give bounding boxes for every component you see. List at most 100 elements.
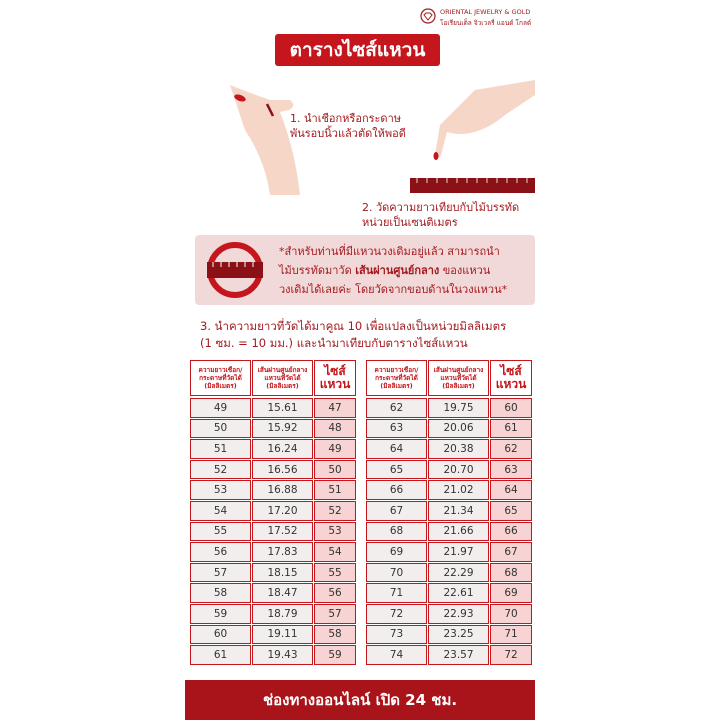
table-cell: 58 [190, 583, 251, 603]
table-cell: 68 [490, 562, 532, 583]
note-line: *สำหรับท่านที่มีแหวนวงเดิมอยู่แล้ว สามาร… [279, 245, 500, 258]
table-cell: 50 [314, 459, 356, 480]
table-cell: 69 [366, 542, 427, 562]
table-cell: 55 [190, 521, 251, 542]
note-text: *สำหรับท่านที่มีแหวนวงเดิมอยู่แล้ว สามาร… [279, 242, 507, 299]
table-cell: 18.79 [252, 604, 313, 624]
table-cell: 16.56 [252, 459, 313, 480]
header-text: แหวน [495, 377, 527, 391]
table-cell: 68 [366, 521, 427, 542]
note-part: ของแหวน [442, 264, 491, 277]
logo-icon [420, 8, 436, 24]
table-cell: 71 [490, 624, 532, 645]
step-text: (1 ซม. = 10 มม.) และนำมาเทียบกับตารางไซส… [200, 336, 468, 350]
header-cell: ไซส์ แหวน [314, 360, 356, 396]
table-cell: 23.57 [428, 645, 489, 665]
table-cell: 65 [366, 459, 427, 480]
table-cell: 48 [314, 418, 356, 439]
table-cell: 66 [366, 480, 427, 500]
table-cell: 60 [190, 624, 251, 645]
table-cell: 22.61 [428, 583, 489, 603]
table-cell: 16.24 [252, 439, 313, 459]
logo-brand-thai: โอเรียนเต็ล จิวเวลรี่ แอนด์ โกลด์ [440, 19, 532, 27]
table-cell: 69 [490, 583, 532, 603]
table-cell: 66 [490, 521, 532, 542]
step3: 3. นำความยาวที่วัดได้มาคูณ 10 เพื่อแปลงเ… [200, 318, 506, 352]
table-cell: 61 [490, 418, 532, 439]
table-cell: 23.25 [428, 624, 489, 645]
table-cell: 72 [366, 604, 427, 624]
step-text: หน่วยเป็นเซนติเมตร [362, 216, 458, 229]
note-line: ไม้บรรทัดมาวัด เส้นผ่านศูนย์กลาง ของแหวน [279, 261, 507, 280]
table-cell: 21.66 [428, 521, 489, 542]
table-cell: 56 [314, 583, 356, 603]
note-part: ไม้บรรทัดมาวัด [279, 264, 352, 277]
table-cell: 52 [190, 459, 251, 480]
table-cell: 20.38 [428, 439, 489, 459]
note-box: *สำหรับท่านที่มีแหวนวงเดิมอยู่แล้ว สามาร… [195, 235, 535, 305]
header-text: กระดาษที่วัดได้ [199, 374, 242, 382]
table-cell: 16.88 [252, 480, 313, 500]
table-cell: 57 [314, 604, 356, 624]
header-text: ไซส์ [324, 364, 346, 378]
header-cell: ความยาวเชือก/กระดาษที่วัดได้ (มิลลิเมตร) [190, 360, 251, 396]
header-text: กระดาษที่วัดได้ [375, 374, 418, 382]
table-cell: 59 [190, 604, 251, 624]
header-text: เส้นผ่านศูนย์กลาง [433, 366, 484, 374]
table-cell: 17.52 [252, 521, 313, 542]
table-cell: 49 [190, 398, 251, 418]
table-cell: 50 [190, 418, 251, 439]
step-text: 3. นำความยาวที่วัดได้มาคูณ 10 เพื่อแปลงเ… [200, 319, 507, 333]
table-cell: 54 [190, 501, 251, 521]
table-cell: 19.43 [252, 645, 313, 665]
logo-brand: ORIENTAL JEWELRY & GOLD [440, 8, 531, 16]
header-cell: ความยาวเชือก/กระดาษที่วัดได้ (มิลลิเมตร) [366, 360, 427, 396]
header-cell: เส้นผ่านศูนย์กลาง แหวนที่วัดได้ (มิลลิเมตร… [252, 360, 313, 396]
header-text: (มิลลิเมตร) [380, 382, 413, 390]
table-cell: 67 [490, 542, 532, 562]
header-cell: เส้นผ่านศูนย์กลาง แหวนที่วัดได้ (มิลลิเมตร… [428, 360, 489, 396]
table-cell: 63 [490, 459, 532, 480]
table-cell: 18.47 [252, 583, 313, 603]
table-cell: 72 [490, 645, 532, 665]
header-text: แหวนที่วัดได้ [440, 374, 477, 382]
table-cell: 52 [314, 501, 356, 521]
header-text: (มิลลิเมตร) [266, 382, 299, 390]
header-text: แหวน [319, 377, 351, 391]
step2: 2. วัดความยาวเทียบกับไม้บรรทัดหน่วยเป็นเ… [362, 200, 519, 230]
table-cell: 53 [314, 521, 356, 542]
table-cell: 51 [314, 480, 356, 500]
table-cell: 21.02 [428, 480, 489, 500]
header-text: ไซส์ [500, 364, 522, 378]
table-cell: 71 [366, 583, 427, 603]
table-cell: 54 [314, 542, 356, 562]
note-line: วงเดิมได้เลยค่ะ โดยวัดจากขอบด้านในวงแหวน… [279, 283, 508, 296]
table-cell: 47 [314, 398, 356, 418]
header-text: แหวนที่วัดได้ [264, 374, 301, 382]
table-cell: 18.15 [252, 562, 313, 583]
table-cell: 62 [366, 398, 427, 418]
table-cell: 61 [190, 645, 251, 665]
step-text: 2. วัดความยาวเทียบกับไม้บรรทัด [362, 201, 520, 214]
table-cell: 20.06 [428, 418, 489, 439]
header-cell: ไซส์ แหวน [490, 360, 532, 396]
title: ตารางไซส์แหวน [275, 34, 440, 66]
header-text: (มิลลิเมตร) [204, 382, 237, 390]
table-cell: 70 [490, 604, 532, 624]
header-text: ความยาวเชือก/ [374, 366, 419, 374]
table-cell: 15.61 [252, 398, 313, 418]
table-cell: 55 [314, 562, 356, 583]
ring-icon [207, 242, 263, 298]
table-cell: 51 [190, 439, 251, 459]
illustration [230, 80, 535, 195]
table-cell: 64 [490, 480, 532, 500]
table-cell: 17.20 [252, 501, 313, 521]
table-cell: 17.83 [252, 542, 313, 562]
table-cell: 19.11 [252, 624, 313, 645]
table-cell: 59 [314, 645, 356, 665]
table-cell: 70 [366, 562, 427, 583]
table-cell: 65 [490, 501, 532, 521]
table-cell: 74 [366, 645, 427, 665]
table-cell: 22.93 [428, 604, 489, 624]
